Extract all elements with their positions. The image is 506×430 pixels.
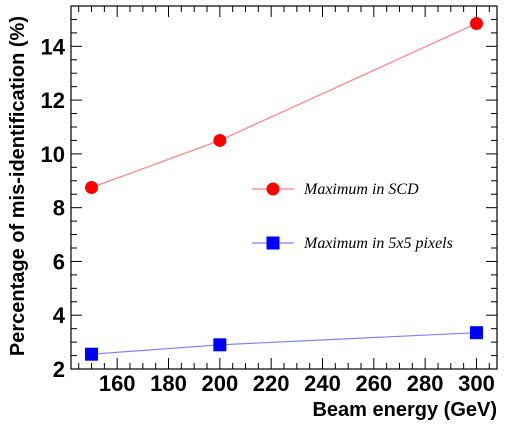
x-tick-label: 280 [407, 371, 444, 396]
data-point-circle [213, 133, 227, 147]
series-line-2 [91, 332, 477, 355]
y-tick-label: 8 [53, 196, 65, 221]
x-tick-label: 180 [150, 371, 187, 396]
y-tick-label: 2 [53, 357, 65, 382]
legend-marker-circle [266, 182, 280, 196]
y-tick-label: 4 [53, 303, 66, 328]
legend-marker-square [266, 236, 280, 250]
data-point-circle [469, 16, 483, 30]
x-tick-label: 200 [201, 371, 238, 396]
data-point-square [213, 338, 227, 352]
x-tick-label: 220 [253, 371, 290, 396]
data-point-square [469, 326, 483, 340]
y-tick-label: 6 [53, 249, 65, 274]
x-tick-label: 260 [355, 371, 392, 396]
x-tick-label: 240 [304, 371, 341, 396]
series-line-1 [91, 22, 477, 189]
y-tick-label: 14 [41, 34, 66, 59]
y-tick-label: 10 [41, 142, 65, 167]
x-tick-label: 300 [458, 371, 495, 396]
legend-label-2: Maximum in 5x5 pixels [303, 235, 453, 252]
data-point-circle [85, 181, 99, 194]
plot-frame [70, 5, 498, 370]
x-tick-label: 160 [99, 371, 136, 396]
y-axis-title: Percentage of mis-identification (%) [7, 16, 29, 356]
x-axis-title: Beam energy (GeV) [312, 399, 497, 421]
y-tick-label: 12 [41, 88, 65, 113]
legend-label-1: Maximum in SCD [303, 181, 419, 198]
data-point-square [85, 347, 99, 361]
